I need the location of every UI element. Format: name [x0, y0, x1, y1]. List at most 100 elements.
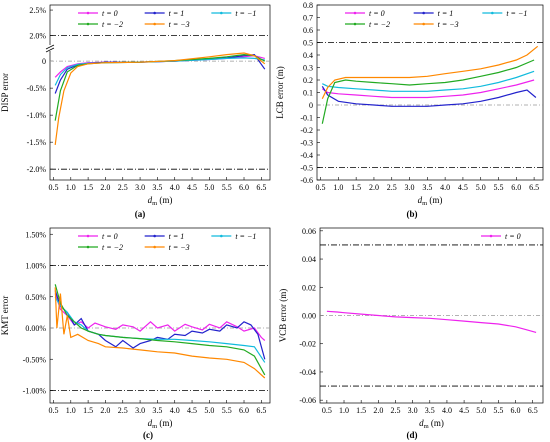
x-tick-label: 6.5	[256, 406, 266, 415]
y-tick-label: 0.1	[303, 89, 313, 98]
x-tick-label: 1.5	[356, 406, 366, 415]
y-tick-label: 0.7	[303, 14, 313, 23]
y-tick-label: 0.06	[302, 227, 316, 236]
x-tick-label: 3.5	[422, 183, 432, 192]
x-axis-label: dm (m)	[148, 418, 173, 430]
axis-break-mark	[45, 44, 55, 50]
x-tick-label: 2.0	[369, 183, 379, 192]
legend-label: t = −2	[102, 243, 123, 252]
y-tick-label: -1.00%	[23, 387, 47, 396]
panel-a: 2.5% 2.0% 0 -0.5% -1.0% -1.5% -2.0% t = 0 t = 1 t…	[0, 4, 271, 219]
x-tick-label: 1.5	[83, 183, 93, 192]
y-tick-label: -0.1	[300, 114, 313, 123]
x-axis-label: dm (m)	[419, 418, 444, 430]
legend-marker	[153, 234, 156, 238]
x-tick-label: 4.0	[170, 406, 180, 415]
y-tick-label: 0.04	[302, 255, 316, 264]
plot-frame	[316, 4, 544, 181]
plot-frame	[49, 227, 271, 404]
series-line	[54, 284, 266, 376]
x-tick-label: 3.5	[152, 406, 162, 415]
series-line	[54, 287, 266, 379]
x-tick-label: 1.5	[351, 183, 361, 192]
x-tick-label: 0.5	[48, 406, 58, 415]
y-tick-label: 2.0%	[29, 31, 46, 40]
y-tick-label: -1.0%	[27, 111, 47, 120]
y-tick-label: 0.4	[303, 51, 313, 60]
x-tick-label: 4.0	[442, 406, 452, 415]
x-tick-label: 5.5	[494, 183, 504, 192]
x-axis-label: dm (m)	[418, 195, 443, 207]
legend-label: t = −1	[506, 9, 527, 18]
legend-marker	[86, 234, 90, 238]
x-tick-label: 1.0	[66, 406, 76, 415]
legend-label: t = 0	[505, 232, 521, 241]
axis-break	[47, 45, 53, 51]
x-tick-label: 3.0	[135, 406, 145, 415]
series-line	[54, 55, 265, 78]
x-tick-label: 2.0	[373, 406, 383, 415]
legend-label: t = 0	[102, 9, 118, 18]
x-tick-label: 4.5	[187, 406, 197, 415]
x-tick-label: 5.5	[222, 183, 232, 192]
legend-marker	[86, 245, 90, 249]
series-line	[321, 85, 537, 107]
y-tick-label: 0	[309, 101, 313, 110]
series-line	[326, 310, 537, 333]
y-tick-label: -0.04	[299, 368, 316, 377]
x-tick-label: 4.5	[458, 183, 468, 192]
x-tick-label: 2.5	[118, 183, 128, 192]
x-tick-label: 1.0	[66, 183, 76, 192]
y-axis-label: LCB error (m)	[275, 66, 285, 118]
x-tick-label: 4.0	[440, 183, 450, 192]
y-tick-label: 1.00%	[25, 262, 46, 271]
x-tick-label: 3.0	[408, 406, 418, 415]
x-axis-label: dm (m)	[148, 195, 173, 207]
legend-marker	[422, 11, 425, 15]
legend-marker	[422, 22, 425, 26]
panel-caption: (a)	[135, 209, 146, 219]
x-tick-label: 3.0	[405, 183, 415, 192]
y-tick-label: 0	[42, 57, 46, 66]
y-tick-label: 0.50%	[25, 293, 46, 302]
x-tick-label: 5.0	[204, 183, 214, 192]
legend-marker	[86, 11, 90, 15]
series-line	[54, 293, 266, 341]
panel-b: 0.8 0.7 0.6 0.5 0.4 0.3 0.2 0.1 0 -0.1 -0.2 -0.3 -0.…	[275, 1, 544, 219]
x-tick-label: 0.5	[48, 183, 58, 192]
y-tick-label: -0.6	[300, 176, 313, 185]
y-tick-label: 0.3	[303, 64, 313, 73]
legend-label: t = 1	[169, 232, 185, 241]
x-tick-label: 6.0	[511, 406, 521, 415]
x-tick-label: 6.0	[239, 183, 249, 192]
y-tick-label: -0.5	[300, 164, 313, 173]
y-tick-label: -0.02	[299, 340, 316, 349]
y-tick-label: -1.5%	[27, 138, 47, 147]
panel-c: 1.50% 1.00% 0.50% 0.00% -0.50% -1.00% t = 0 t =…	[0, 227, 271, 440]
legend-label: t = 0	[369, 9, 385, 18]
series-line	[321, 79, 535, 99]
x-tick-label: 6.5	[256, 183, 266, 192]
y-tick-label: 0.02	[302, 283, 316, 292]
y-tick-label: 0.8	[303, 1, 313, 10]
series-line	[54, 290, 266, 360]
x-tick-label: 3.5	[425, 406, 435, 415]
series-line	[321, 59, 535, 124]
y-tick-label: -0.4	[300, 151, 313, 160]
x-tick-label: 4.5	[187, 183, 197, 192]
x-tick-label: 3.5	[152, 183, 162, 192]
axis-break-mark	[45, 47, 55, 53]
legend-marker	[153, 245, 156, 249]
x-tick-label: 1.0	[333, 183, 343, 192]
legend-marker	[353, 22, 357, 26]
series-line	[322, 70, 535, 92]
x-tick-label: 1.0	[339, 406, 349, 415]
y-tick-label: 0.6	[303, 26, 313, 35]
legend-label: t = −3	[169, 20, 190, 29]
x-tick-label: 6.5	[529, 183, 539, 192]
y-tick-label: -0.06	[299, 396, 316, 405]
legend-marker	[353, 11, 357, 15]
legend-marker	[153, 22, 156, 26]
y-tick-label: 0.2	[303, 76, 313, 85]
x-tick-label: 5.5	[493, 406, 503, 415]
